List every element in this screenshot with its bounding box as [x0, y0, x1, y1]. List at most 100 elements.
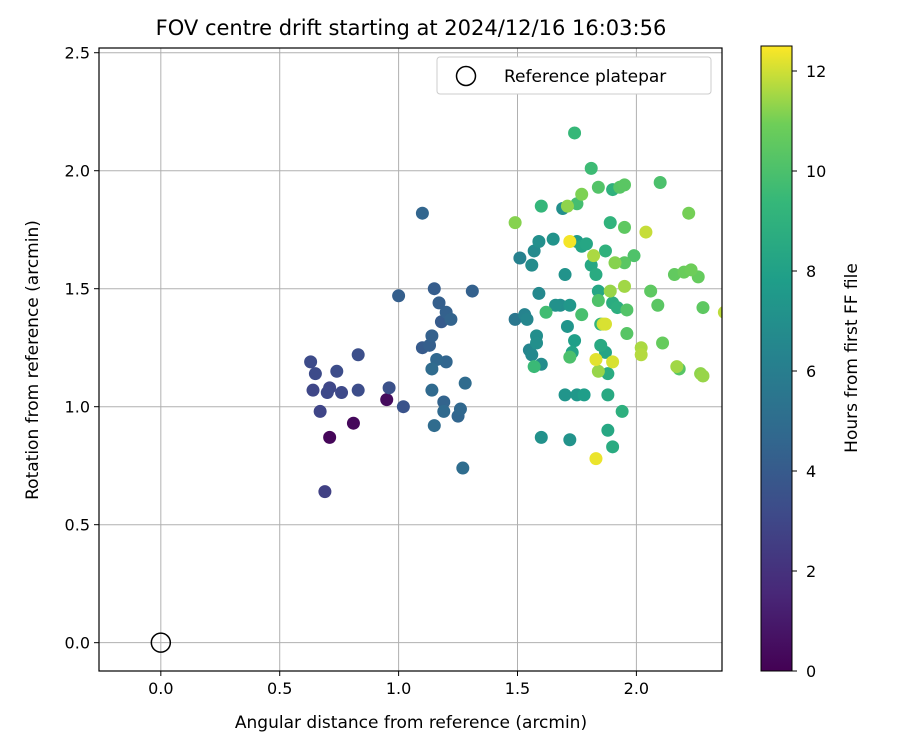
data-point [575, 187, 589, 201]
data-point [525, 348, 539, 362]
data-point [539, 305, 553, 319]
data-point [618, 279, 632, 293]
colorbar-tick-label: 2 [806, 562, 816, 581]
data-point [591, 364, 605, 378]
data-point [615, 404, 629, 418]
data-point [682, 206, 696, 220]
reference-marker [150, 632, 172, 653]
data-point [432, 296, 446, 310]
data-point [653, 176, 667, 190]
data-point [308, 367, 322, 381]
data-point [549, 298, 563, 312]
data-point [306, 383, 320, 397]
data-point [351, 383, 365, 397]
y-tick-label: 2.0 [65, 162, 90, 181]
data-point [563, 235, 577, 249]
data-point [330, 364, 344, 378]
grid [99, 48, 722, 671]
data-point [527, 360, 541, 374]
data-point [437, 404, 451, 418]
colorbar-tick-label: 4 [806, 462, 816, 481]
data-point [380, 393, 394, 407]
data-point [563, 350, 577, 364]
data-point [608, 256, 622, 270]
y-axis-ticks: 0.0 0.5 1.0 1.5 2.0 2.5 [65, 44, 99, 653]
data-point [563, 298, 577, 312]
data-point [532, 286, 546, 300]
y-axis-label: Rotation from reference (arcmin) [23, 220, 43, 500]
data-point [392, 289, 406, 303]
data-point [335, 386, 349, 400]
data-point [346, 416, 360, 430]
colorbar-tick-label: 12 [806, 62, 826, 81]
data-point [579, 237, 593, 251]
x-tick-label: 0.0 [148, 679, 173, 698]
data-point [382, 381, 396, 395]
data-point [313, 404, 327, 418]
data-point [458, 376, 472, 390]
data-point [320, 386, 334, 400]
data-point [560, 319, 574, 333]
data-point [437, 395, 451, 409]
data-point [465, 284, 479, 298]
data-point [568, 334, 582, 348]
colorbar-tick-label: 10 [806, 162, 826, 181]
plot-frame [98, 47, 723, 672]
data-point [606, 355, 620, 369]
data-point [717, 306, 722, 319]
data-point [425, 362, 439, 376]
data-point [589, 268, 603, 282]
data-point [351, 348, 365, 362]
data-point [651, 298, 665, 312]
data-point [425, 329, 439, 343]
data-point [546, 232, 560, 246]
colorbar-label: Hours from first FF file [842, 263, 862, 453]
data-point [396, 400, 410, 414]
y-tick-label: 0.5 [65, 516, 90, 535]
data-point [425, 383, 439, 397]
legend-text: Reference platepar [504, 67, 666, 87]
data-point [525, 258, 539, 272]
colorbar-tick-label: 6 [806, 362, 816, 381]
data-point [618, 220, 632, 234]
x-tick-label: 1.5 [505, 679, 530, 698]
data-point [444, 312, 458, 326]
scatter-points [304, 126, 722, 499]
data-point [532, 235, 546, 249]
legend: Reference platepar [436, 56, 712, 95]
data-point [684, 263, 698, 277]
data-point [601, 388, 615, 402]
data-point [591, 284, 605, 298]
data-point [589, 452, 603, 466]
colorbar-tick-label: 8 [806, 262, 816, 281]
data-point [415, 206, 429, 220]
data-point [427, 282, 441, 296]
data-point [618, 256, 632, 270]
x-tick-label: 0.5 [267, 679, 292, 698]
data-point [427, 419, 441, 433]
data-point [603, 216, 617, 230]
data-point [534, 199, 548, 213]
data-point [456, 461, 470, 475]
data-point [603, 284, 617, 298]
data-point [656, 336, 670, 350]
data-point [513, 251, 527, 265]
legend-box [436, 56, 712, 95]
data-point [618, 178, 632, 192]
y-tick-label: 1.0 [65, 398, 90, 417]
data-point [591, 294, 605, 308]
data-point [453, 402, 467, 416]
data-point [323, 430, 337, 444]
data-point [563, 433, 577, 447]
data-point [634, 348, 648, 362]
x-axis-label: Angular distance from reference (arcmin) [235, 713, 587, 733]
data-point [318, 485, 332, 499]
data-point [568, 126, 582, 140]
data-point [304, 355, 318, 369]
colorbar-gradient [760, 45, 793, 672]
data-point [598, 244, 612, 258]
y-tick-label: 2.5 [65, 44, 90, 63]
data-point [696, 301, 710, 315]
data-point [560, 199, 574, 213]
